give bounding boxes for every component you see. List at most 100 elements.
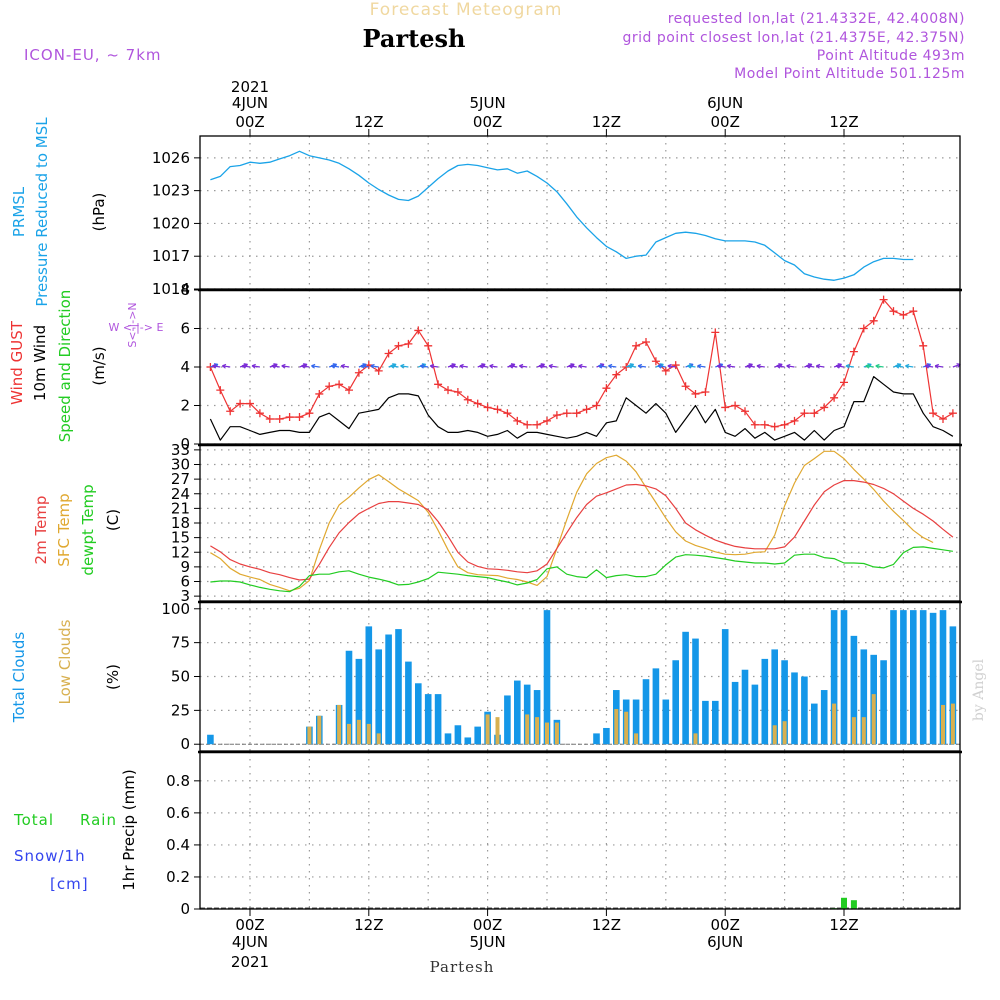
- gust-marker: [572, 409, 581, 418]
- gust-marker: [899, 311, 908, 320]
- wind-direction-arrow: [548, 363, 557, 369]
- total-cloud-bar: [731, 681, 739, 745]
- gust-marker: [325, 382, 334, 391]
- y-tick-label: 30: [171, 456, 190, 474]
- gust-marker: [335, 380, 344, 389]
- time-label-top: 6JUN: [707, 94, 743, 112]
- panel-frame: [199, 135, 961, 290]
- wind-direction-arrow: [370, 363, 379, 369]
- info-model-altitude: Model Point Altitude 501.125m: [734, 66, 965, 82]
- gust-marker: [780, 420, 789, 429]
- total-cloud-bar: [603, 727, 610, 745]
- wind-label-speed-dir: Speed and Direction: [56, 290, 74, 443]
- gust-marker: [750, 420, 759, 429]
- gust-marker: [909, 307, 918, 316]
- precip-label-cm: [cm]: [50, 875, 89, 893]
- gust-marker: [651, 357, 660, 366]
- gust-marker: [444, 386, 452, 395]
- temp-label-dewpt: dewpt Temp: [79, 484, 97, 575]
- low-cloud-bar: [337, 704, 342, 745]
- gust-marker: [948, 409, 957, 418]
- y-tick-label: 21: [171, 499, 190, 517]
- bottom-location: Partesh: [430, 958, 495, 976]
- wind-direction-arrow: [281, 363, 290, 369]
- wind-direction-arrow: [311, 363, 320, 369]
- gust-marker: [275, 414, 284, 423]
- precip-labels: Total Rain Snow/1h [cm] 1hr Precip (mm): [13, 769, 138, 893]
- total-cloud-bar: [830, 610, 838, 745]
- dewpt-line: [210, 546, 953, 593]
- total-cloud-bar: [424, 694, 432, 745]
- model-label: ICON-EU, ~ 7km: [24, 46, 162, 64]
- y-tick-label: 1014: [152, 280, 190, 298]
- prmsl-line: [210, 150, 914, 281]
- gust-marker: [533, 420, 542, 429]
- wind-labels: Wind GUST 10m Wind Speed and Direction (…: [8, 290, 163, 443]
- wind-direction-arrow: [221, 363, 231, 369]
- wind-direction-arrow: [509, 363, 518, 369]
- total-cloud-bar: [415, 683, 422, 745]
- total-cloud-bar: [840, 610, 848, 745]
- total-cloud-bar: [672, 660, 679, 745]
- gust-marker: [592, 401, 601, 410]
- gust-marker: [770, 422, 779, 431]
- temp-unit: (C): [104, 509, 122, 531]
- time-label-top: 12Z: [829, 113, 858, 131]
- wind-direction-arrow: [212, 363, 221, 369]
- rain-bar: [850, 900, 857, 909]
- total-cloud-bar: [692, 638, 699, 745]
- low-cloud-bar: [782, 721, 787, 745]
- wind-direction-arrow: [518, 363, 528, 369]
- wind-direction-arrow: [667, 363, 676, 369]
- gust-marker: [681, 382, 690, 391]
- low-cloud-bar: [634, 733, 639, 745]
- total-cloud-bar: [444, 733, 452, 745]
- gust-marker: [830, 393, 839, 402]
- total-cloud-bar: [820, 690, 828, 745]
- gust-marker: [760, 420, 769, 429]
- wind-direction-arrow: [459, 363, 468, 369]
- gust-marker: [424, 341, 433, 350]
- gust-marker: [513, 416, 522, 425]
- total-cloud-bar: [514, 680, 521, 745]
- total-cloud-bar: [860, 649, 868, 745]
- y-tick-label: 2: [180, 397, 190, 415]
- time-label-bottom: 2021: [231, 953, 269, 971]
- gust-marker: [711, 328, 720, 337]
- wind-direction-arrow: [687, 363, 696, 369]
- total-cloud-bar: [890, 610, 897, 745]
- gust-line: [209, 299, 954, 428]
- gust-marker: [345, 386, 353, 395]
- cloud-label-total: Total Clouds: [10, 632, 28, 724]
- wind-direction-arrow: [330, 363, 340, 369]
- gust-marker: [731, 401, 740, 410]
- total-cloud-bar: [900, 610, 907, 745]
- wind-direction-arrow: [489, 363, 498, 369]
- wind-direction-arrow: [400, 363, 409, 369]
- gust-marker: [721, 403, 730, 412]
- y-tick-label: 0: [180, 435, 190, 453]
- total-cloud-bar: [721, 629, 729, 745]
- total-cloud-bar: [632, 699, 640, 745]
- gust-marker: [602, 384, 611, 393]
- credit-watermark: by Angel: [971, 658, 987, 721]
- y-tick-label: 6: [180, 320, 190, 338]
- gust-marker: [790, 416, 799, 425]
- y-tick-label: 50: [171, 668, 190, 686]
- gust-marker: [374, 366, 383, 375]
- wind-direction-arrow: [271, 363, 280, 369]
- wind-label-gust: Wind GUST: [8, 320, 26, 405]
- time-label-bottom: 00Z: [235, 916, 264, 934]
- gust-marker: [226, 407, 235, 416]
- info-point-altitude: Point Altitude 493m: [817, 48, 965, 64]
- low-cloud-bar: [545, 722, 549, 745]
- total-cloud-bar: [781, 660, 788, 745]
- gust-marker: [255, 409, 264, 418]
- low-cloud-bar: [347, 723, 351, 745]
- y-tick-label: 0.4: [166, 836, 190, 854]
- total-cloud-bar: [405, 661, 412, 745]
- total-cloud-bar: [464, 737, 472, 745]
- low-cloud-bar: [307, 726, 312, 745]
- time-label-top: 2021: [231, 78, 269, 96]
